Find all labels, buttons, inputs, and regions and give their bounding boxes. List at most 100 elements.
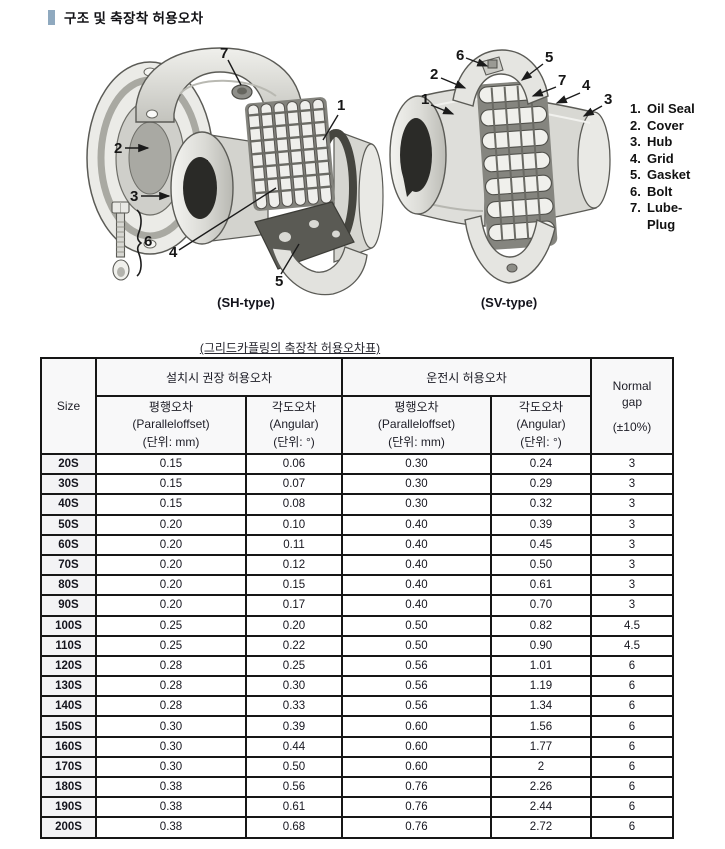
callout-3: 3 <box>130 188 138 205</box>
size-cell: 120S <box>40 654 97 678</box>
callout-6: 6 <box>456 47 464 64</box>
col-header-install-angular: 각도오차 (Angular) (단위: °) <box>245 395 343 455</box>
legend-item-name: Bolt <box>647 183 673 199</box>
operate-angular-cell: 1.19 <box>490 675 592 698</box>
table-row: 60S 0.20 0.11 0.40 0.45 3 <box>40 533 674 556</box>
operate-angular-cell: 1.34 <box>490 695 592 718</box>
size-cell: 20S <box>40 452 97 476</box>
size-cell: 130S <box>40 675 97 698</box>
install-angular-cell: 0.12 <box>245 553 343 577</box>
grid-spring-shape <box>244 97 336 211</box>
install-angular-cell: 0.11 <box>245 533 343 556</box>
table-row: 170S 0.30 0.50 0.60 2 6 <box>40 755 674 779</box>
operate-parallel-cell: 0.40 <box>341 594 492 617</box>
operate-parallel-cell: 0.56 <box>341 695 492 718</box>
operate-angular-cell: 0.90 <box>490 634 592 657</box>
install-parallel-cell: 0.28 <box>95 695 247 718</box>
sh-type-figure: 7 1 2 3 6 4 5 <box>52 36 384 303</box>
callout-1: 1 <box>421 91 429 108</box>
operate-parallel-cell: 0.60 <box>341 715 492 738</box>
normal-gap-label: Normal gap <box>612 378 652 409</box>
legend-item-name: Oil Seal <box>647 101 695 116</box>
operate-angular-cell: 0.32 <box>490 493 592 516</box>
install-angular-cell: 0.17 <box>245 594 343 617</box>
size-cell: 110S <box>40 634 97 657</box>
install-parallel-cell: 0.20 <box>95 513 247 536</box>
legend-item-number: 4. <box>630 150 641 166</box>
install-angular-cell: 0.30 <box>245 675 343 698</box>
size-cell: 170S <box>40 755 97 779</box>
page-header: 구조 및 축장착 허용오차 <box>48 7 203 27</box>
callout-3: 3 <box>604 91 612 108</box>
tolerance-table: Size 설치시 권장 허용오차 운전시 허용오차 Normal gap (±1… <box>40 357 674 839</box>
install-angular-cell: 0.15 <box>245 574 343 597</box>
sv-callouts: 6 5 2 7 4 1 3 <box>421 47 612 117</box>
install-angular-cell: 0.44 <box>245 735 343 758</box>
bolt-shape <box>111 201 143 281</box>
legend-item-number: 2. <box>630 117 641 133</box>
callout-2: 2 <box>114 140 122 157</box>
size-cell: 40S <box>40 493 97 516</box>
install-parallel-cell: 0.20 <box>95 553 247 577</box>
operate-parallel-cell: 0.30 <box>341 493 492 516</box>
table-row: 150S 0.30 0.39 0.60 1.56 6 <box>40 715 674 738</box>
callout-6: 6 <box>144 233 152 250</box>
install-parallel-cell: 0.15 <box>95 473 247 496</box>
normal-gap-cell: 3 <box>590 493 674 516</box>
install-parallel-cell: 0.38 <box>95 796 247 819</box>
install-parallel-cell: 0.20 <box>95 574 247 597</box>
normal-gap-cell: 3 <box>590 533 674 556</box>
sh-callouts: 7 1 2 3 6 4 5 <box>114 45 345 290</box>
table-row: 40S 0.15 0.08 0.30 0.32 3 <box>40 493 674 516</box>
legend-item: 6. Bolt <box>630 184 722 201</box>
legend-item-name: Lube-Plug <box>647 200 683 232</box>
size-cell: 100S <box>40 614 97 637</box>
col-header-operate-angular: 각도오차 (Angular) (단위: °) <box>490 395 592 455</box>
operate-parallel-cell: 0.40 <box>341 574 492 597</box>
normal-gap-cell: 3 <box>590 452 674 476</box>
operate-parallel-cell: 0.30 <box>341 452 492 476</box>
legend-item-number: 7. <box>630 200 641 215</box>
install-parallel-cell: 0.30 <box>95 755 247 779</box>
legend-item-name: Grid <box>647 150 674 166</box>
install-angular-cell: 0.10 <box>245 513 343 536</box>
operate-angular-cell: 0.50 <box>490 553 592 577</box>
normal-gap-cell: 3 <box>590 473 674 496</box>
operate-parallel-cell: 0.56 <box>341 654 492 678</box>
operate-angular-cell: 2.72 <box>490 816 592 839</box>
operate-angular-cell: 1.77 <box>490 735 592 758</box>
section-bullet-icon <box>48 9 55 25</box>
size-cell: 140S <box>40 695 97 718</box>
normal-gap-cell: 6 <box>590 816 674 839</box>
operate-angular-cell: 2 <box>490 755 592 779</box>
install-parallel-cell: 0.20 <box>95 533 247 556</box>
install-angular-cell: 0.68 <box>245 816 343 839</box>
operate-angular-cell: 0.45 <box>490 533 592 556</box>
legend-item-number: 3. <box>630 134 641 149</box>
legend-item-name: Cover <box>647 117 684 133</box>
install-angular-cell: 0.61 <box>245 796 343 819</box>
legend-item: 3. Hub <box>630 134 722 151</box>
size-cell: 150S <box>40 715 97 738</box>
normal-gap-cell: 6 <box>590 654 674 678</box>
col-header-normal-gap: Normal gap (±10%) <box>590 357 674 455</box>
legend-item: 7. Lube-Plug <box>630 200 722 233</box>
table-row: 180S 0.38 0.56 0.76 2.26 6 <box>40 775 674 799</box>
operate-parallel-cell: 0.30 <box>341 473 492 496</box>
size-cell: 30S <box>40 473 97 496</box>
install-angular-cell: 0.08 <box>245 493 343 516</box>
size-cell: 60S <box>40 533 97 556</box>
operate-angular-cell: 0.70 <box>490 594 592 617</box>
brace-glyph <box>136 209 143 277</box>
normal-gap-cell: 6 <box>590 755 674 779</box>
normal-gap-cell: 3 <box>590 574 674 597</box>
table-title: (그리드카플링의 축장착 허용오차표) <box>199 341 381 355</box>
operate-angular-cell: 2.26 <box>490 775 592 799</box>
table-row: 80S 0.20 0.15 0.40 0.61 3 <box>40 574 674 597</box>
table-row: 120S 0.28 0.25 0.56 1.01 6 <box>40 654 674 678</box>
normal-gap-cell: 6 <box>590 675 674 698</box>
callout-5: 5 <box>275 273 283 290</box>
operate-parallel-cell: 0.50 <box>341 634 492 657</box>
operate-angular-cell: 0.61 <box>490 574 592 597</box>
size-cell: 160S <box>40 735 97 758</box>
